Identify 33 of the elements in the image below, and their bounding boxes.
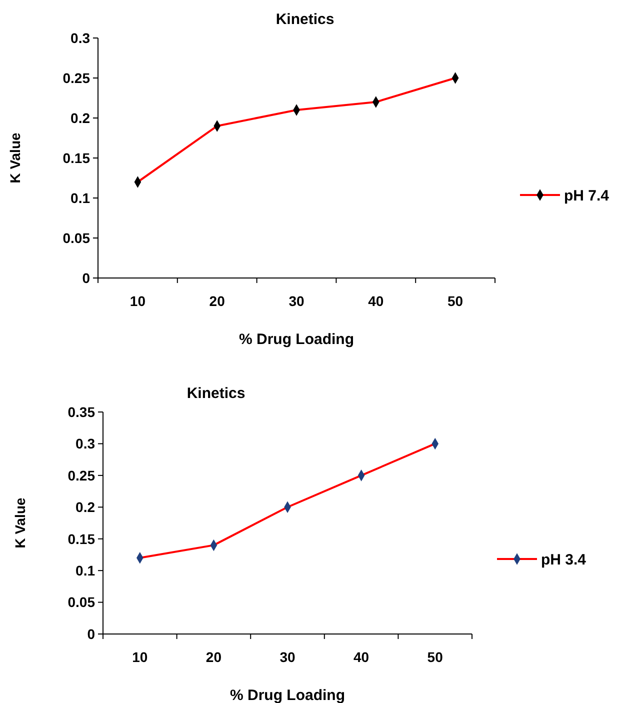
legend-label: pH 7.4 xyxy=(564,187,610,204)
x-tick-label: 40 xyxy=(354,649,370,665)
y-tick-label: 0.1 xyxy=(76,562,96,578)
x-tick-label: 30 xyxy=(280,649,296,665)
chart-title: Kinetics xyxy=(186,385,246,402)
x-tick-label: 50 xyxy=(448,293,464,309)
x-axis-title: % Drug Loading xyxy=(239,331,354,348)
x-tick-label: 30 xyxy=(288,293,304,309)
y-tick-label: 0.3 xyxy=(70,30,90,46)
y-tick-label: 0.1 xyxy=(70,190,90,206)
y-tick-label: 0.2 xyxy=(70,110,90,126)
x-tick-label: 40 xyxy=(368,293,384,309)
y-tick-label: 0.35 xyxy=(68,404,96,420)
x-tick-label: 10 xyxy=(130,293,146,309)
y-tick-label: 0.05 xyxy=(68,594,96,610)
y-tick-label: 0.2 xyxy=(76,499,96,516)
y-axis-title: K Value xyxy=(12,498,28,548)
y-tick-label: 0.15 xyxy=(62,150,90,166)
y-tick-label: 0.15 xyxy=(68,530,96,547)
y-tick-label: 0.25 xyxy=(62,70,90,86)
y-tick-label: 0 xyxy=(82,270,90,286)
x-tick-label: 10 xyxy=(132,649,148,665)
y-tick-label: 0.3 xyxy=(76,436,96,452)
legend-label: pH 3.4 xyxy=(541,551,587,568)
y-axis-title: K Value xyxy=(7,132,23,184)
x-axis-title: % Drug Loading xyxy=(230,687,345,703)
x-tick-label: 50 xyxy=(427,649,444,665)
y-tick-label: 0.25 xyxy=(68,467,96,484)
x-tick-label: 20 xyxy=(206,649,222,665)
chart-title: Kinetics xyxy=(276,11,334,28)
y-tick-label: 0 xyxy=(87,626,96,642)
y-tick-label: 0.05 xyxy=(62,230,90,246)
x-tick-label: 20 xyxy=(209,293,226,309)
